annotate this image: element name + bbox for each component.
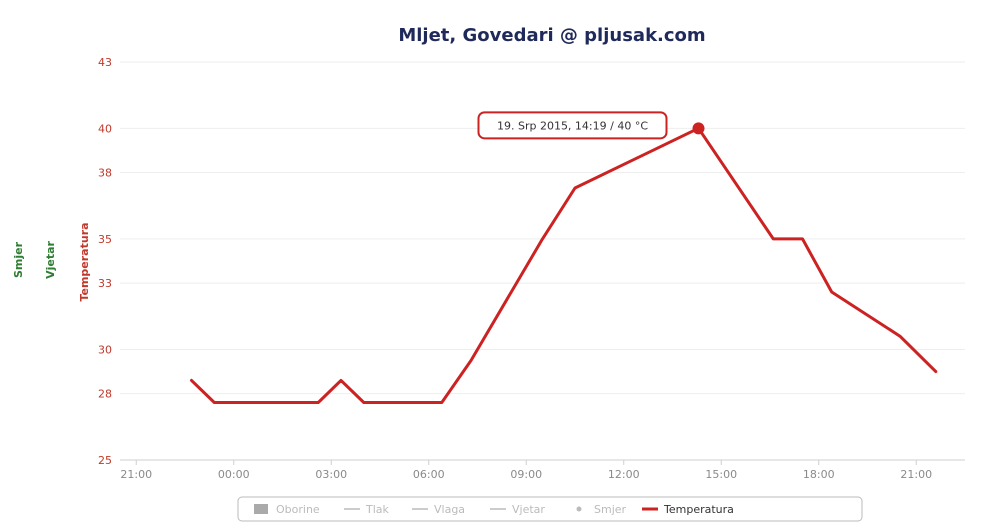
y-axis-ticks: 25 28 30 33 35 38 40 43 (98, 56, 112, 467)
x-tick-label-3: 06:00 (413, 468, 445, 481)
x-tick-label-1: 00:00 (218, 468, 250, 481)
legend: Oborine Tlak Vlaga Vjetar Smjer Temperatura (237, 496, 863, 522)
y-tick-label-43: 43 (98, 56, 112, 69)
legend-item-smjer: Smjer (594, 503, 627, 516)
x-tick-label-7: 18:00 (803, 468, 835, 481)
x-tick-label-0: 21:00 (120, 468, 152, 481)
legend-item-vjetar: Vjetar (512, 503, 545, 516)
y-tick-label-35: 35 (98, 233, 112, 246)
y-tick-label-25: 25 (98, 454, 112, 467)
legend-symbol-4 (576, 506, 582, 512)
x-axis-ticks: 21:00 00:00 03:00 06:00 09:00 12:00 15:00 18:00… (120, 460, 932, 481)
legend-item-vlaga: Vlaga (434, 503, 465, 516)
legend-item-temperatura: Temperatura (663, 503, 734, 516)
legend-box (237, 496, 863, 522)
x-tick-label-6: 15:00 (705, 468, 737, 481)
tooltip-text: 19. Srp 2015, 14:19 / 40 °C (497, 119, 648, 132)
x-tick-label-2: 03:00 (315, 468, 347, 481)
y-axis-title-temperatura: Temperatura (78, 222, 91, 301)
y-axis-title-vjetar: Vjetar (44, 241, 57, 279)
legend-item-tlak: Tlak (365, 503, 390, 516)
series-line-temperatura (190, 126, 938, 404)
y-tick-label-33: 33 (98, 277, 112, 290)
chart-title: Mljet, Govedari @ pljusak.com (398, 25, 705, 46)
y-tick-label-28: 28 (98, 388, 112, 401)
y-axis-title-smjer: Smjer (12, 241, 25, 278)
legend-item-oborine: Oborine (276, 503, 320, 516)
y-tick-label-30: 30 (98, 343, 112, 356)
x-tick-label-8: 21:00 (900, 468, 932, 481)
tooltip-box (477, 111, 668, 140)
highlighted-point (692, 122, 705, 135)
tooltip: 19. Srp 2015, 14:19 / 40 °C (477, 111, 668, 140)
x-tick-label-4: 09:00 (510, 468, 542, 481)
legend-symbol-0 (254, 504, 268, 514)
y-tick-label-40: 40 (98, 122, 112, 135)
y-tick-label-38: 38 (98, 167, 112, 180)
x-tick-label-5: 12:00 (608, 468, 640, 481)
series-layer (190, 122, 938, 404)
